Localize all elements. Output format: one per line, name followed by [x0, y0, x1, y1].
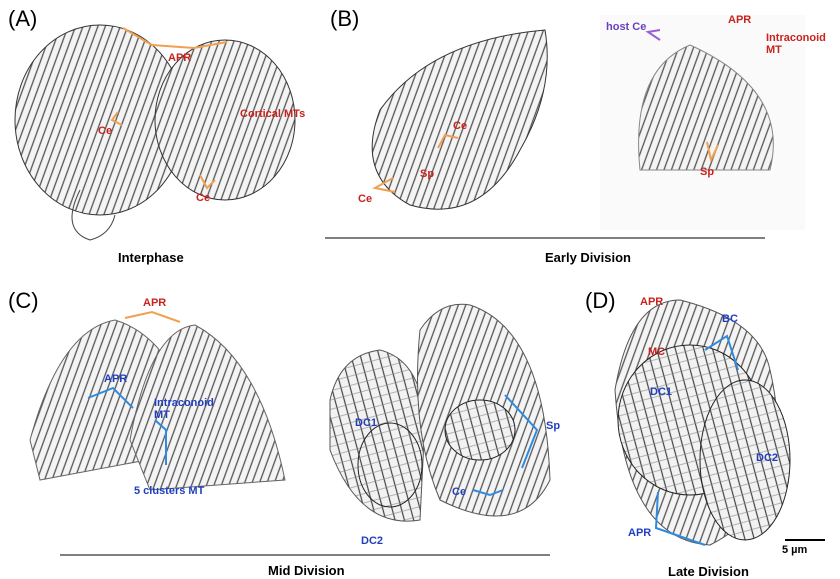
annotation: Ce: [196, 192, 211, 204]
annotation: Cortical MTs: [240, 108, 306, 120]
pointer: [704, 334, 739, 371]
pointer: [472, 489, 504, 497]
panel-label: (A): [8, 6, 38, 31]
annotation: APR: [728, 14, 752, 26]
annotation: APR: [640, 296, 664, 308]
daughter-cell: [357, 422, 423, 508]
cell: [638, 44, 774, 171]
annotation: Ce: [358, 193, 373, 205]
panel-label: (D): [585, 288, 616, 313]
panel-caption: Late Division: [668, 564, 749, 579]
pointer: [124, 310, 181, 323]
annotation: Ce: [452, 486, 467, 498]
annotation: Ce: [98, 125, 113, 137]
pointer: [199, 174, 216, 190]
pointer: [645, 29, 661, 41]
annotation: BC: [722, 313, 738, 325]
panel-caption: Mid Division: [268, 563, 345, 578]
pointer: [654, 491, 706, 546]
pointer: [87, 386, 134, 409]
daughter-cell: [699, 379, 791, 541]
annotation: host Ce: [606, 21, 647, 33]
annotation: Sp: [546, 420, 561, 432]
annotation: 5 µm: [782, 544, 808, 556]
daughter-cell: [444, 399, 516, 461]
annotation: Intraconoid MT: [154, 397, 214, 421]
pointer: [706, 141, 719, 164]
pointer: [154, 419, 167, 465]
annotation: Sp: [420, 168, 435, 180]
panel-caption: Early Division: [545, 250, 631, 265]
pointer: [372, 177, 396, 193]
annotation: DC2: [361, 535, 384, 547]
annotation: 5 clusters MT: [134, 485, 205, 497]
annotation: APR: [104, 373, 128, 385]
pointer: [437, 133, 459, 149]
panel-label: (C): [8, 288, 39, 313]
annotation: DC1: [650, 386, 673, 398]
pointer: [122, 27, 228, 50]
annotation: Intraconoid MT: [766, 32, 826, 56]
annotation: Ce: [453, 120, 468, 132]
annotation: APR: [168, 52, 192, 64]
cell: [154, 39, 296, 201]
annotation: Sp: [700, 166, 715, 178]
annotation: APR: [628, 527, 652, 539]
panel-label: (B): [330, 6, 360, 31]
panel-caption: Interphase: [118, 250, 184, 265]
cell: [129, 324, 286, 491]
pointer: [110, 111, 123, 126]
annotation: DC1: [355, 417, 378, 429]
annotation: MC: [648, 346, 666, 358]
annotation: APR: [143, 297, 167, 309]
annotation: DC2: [756, 452, 779, 464]
cell: [371, 29, 548, 210]
outline: [71, 189, 116, 241]
pointer: [504, 394, 539, 469]
